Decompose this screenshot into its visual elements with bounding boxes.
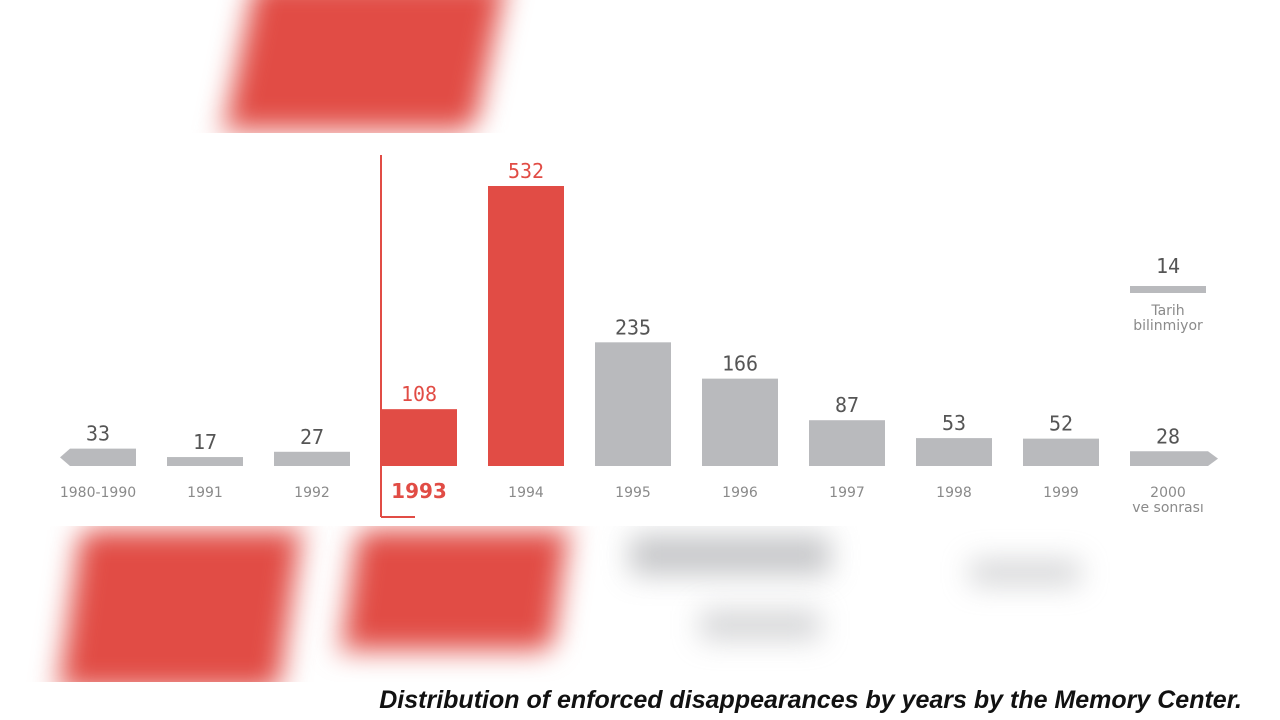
- bar-1997: [809, 420, 885, 466]
- bar-1980-1990: [60, 448, 136, 466]
- value-label-1998: 53: [942, 411, 966, 435]
- category-label-1991: 1991: [187, 485, 223, 501]
- bar-chart: 33 1980-1990 17 1991 27 1992 108 1993 532 1994 235…: [60, 155, 1218, 518]
- bar-1996: [702, 378, 778, 466]
- category-label-2000 ve sonrası: 2000 ve sonrası: [1132, 485, 1204, 516]
- background-blur-gray-3: [970, 560, 1080, 585]
- unknown-date-bar: [1130, 286, 1206, 293]
- category-label-1999: 1999: [1043, 485, 1079, 501]
- unknown-date-label: Tarih bilinmiyor: [1133, 303, 1203, 334]
- value-label-1997: 87: [835, 393, 859, 417]
- unknown-date-value: 14: [1156, 254, 1180, 278]
- bar-1993: [381, 409, 457, 466]
- category-label-1992: 1992: [294, 485, 330, 501]
- bar-2000 ve sonrası: [1130, 451, 1218, 466]
- value-label-1993: 108: [401, 382, 437, 406]
- bar-1992: [274, 451, 350, 466]
- category-label-1997: 1997: [829, 485, 865, 501]
- category-label-1993: 1993: [391, 479, 447, 503]
- value-label-1980-1990: 33: [86, 422, 110, 446]
- chart-panel: 33 1980-1990 17 1991 27 1992 108 1993 532 1994 235…: [0, 133, 1280, 526]
- category-label-1994: 1994: [508, 485, 544, 501]
- bar-1998: [916, 438, 992, 466]
- bar-1994: [488, 186, 564, 466]
- background-blur-gray-2: [700, 610, 820, 640]
- category-label-1996: 1996: [722, 485, 758, 501]
- category-label-1980-1990: 1980-1990: [60, 485, 136, 501]
- bar-1999: [1023, 438, 1099, 466]
- value-label-1995: 235: [615, 315, 651, 339]
- value-label-1994: 532: [508, 159, 544, 183]
- category-label-1995: 1995: [615, 485, 651, 501]
- background-blur-red-left: [58, 530, 302, 690]
- background-blur-gray-1: [630, 535, 830, 575]
- value-label-1992: 27: [300, 425, 324, 449]
- background-blur-red-top: [224, 0, 506, 130]
- category-label-1998: 1998: [936, 485, 972, 501]
- value-label-1996: 166: [722, 352, 758, 376]
- value-label-1999: 52: [1049, 412, 1073, 436]
- value-label-2000 ve sonrası: 28: [1156, 424, 1180, 448]
- figure-caption: Distribution of enforced disappearances …: [0, 682, 1280, 720]
- bar-1991: [167, 457, 243, 466]
- value-label-1991: 17: [193, 430, 217, 454]
- bar-1995: [595, 342, 671, 466]
- background-blur-red-center: [341, 530, 569, 650]
